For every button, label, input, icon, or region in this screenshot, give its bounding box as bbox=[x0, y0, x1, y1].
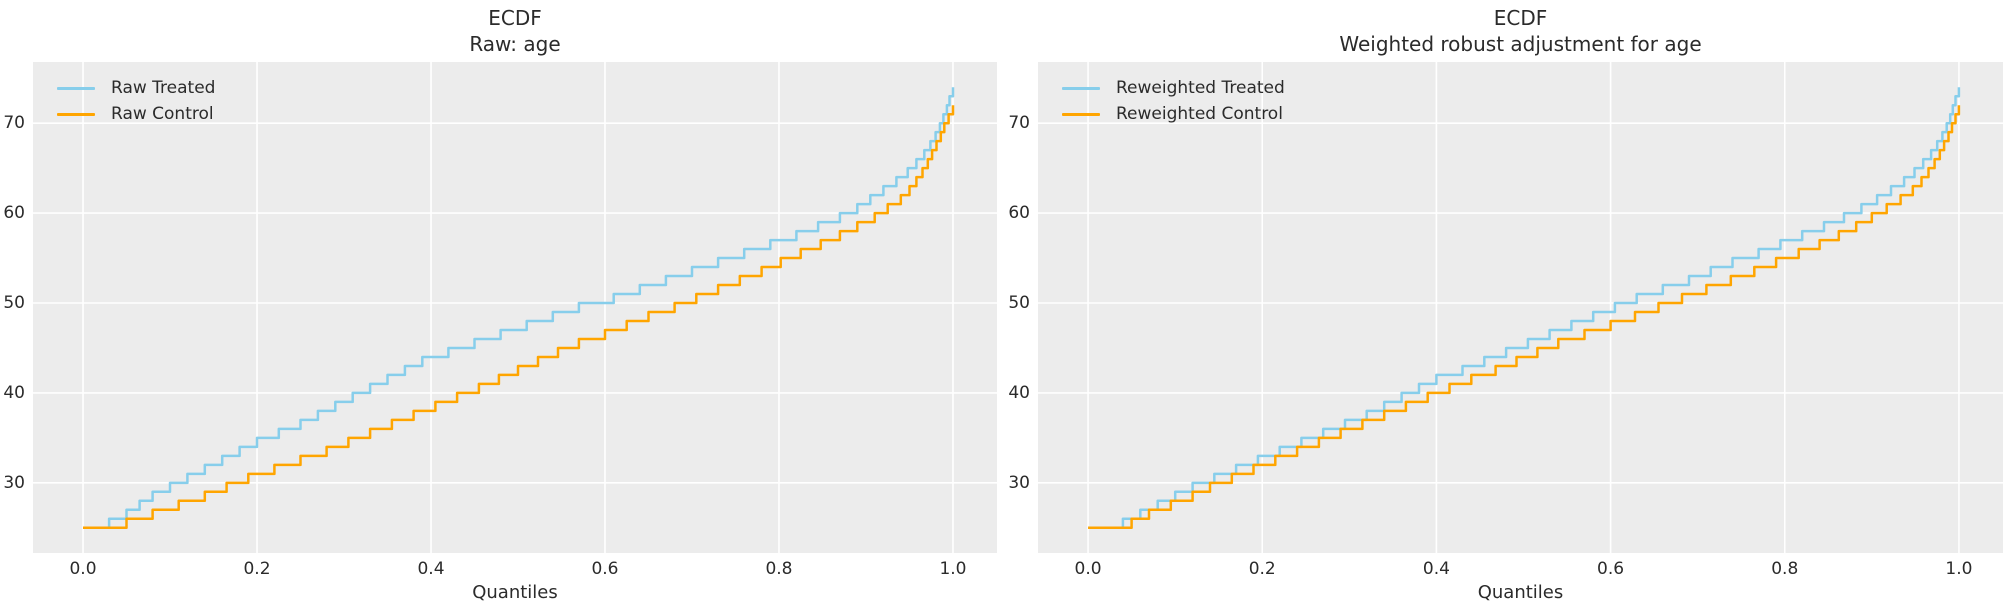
x-tick-label-0.2: 0.2 bbox=[243, 559, 271, 579]
x-tick-label-1.0: 1.0 bbox=[939, 559, 967, 579]
treated-line-swatch bbox=[57, 86, 95, 90]
treated-ecdf-line bbox=[1088, 87, 1961, 530]
y-tick-label-50: 50 bbox=[3, 293, 25, 313]
y-tick-label-70: 70 bbox=[3, 113, 25, 134]
legend-item-raw-control: Raw Control bbox=[57, 101, 215, 127]
control-ecdf-line bbox=[83, 105, 955, 530]
y-tick-label-60: 60 bbox=[3, 203, 25, 224]
x-tick-label-0.8: 0.8 bbox=[765, 559, 793, 579]
plot-area bbox=[1038, 62, 2003, 553]
legend-label-reweighted-treated: Reweighted Treated bbox=[1116, 78, 1285, 98]
control-line-swatch bbox=[57, 112, 95, 116]
x-tick-label-0.4: 0.4 bbox=[417, 559, 445, 579]
chart-title-weighted: ECDF Weighted robust adjustment for age bbox=[1038, 5, 2003, 57]
x-tick-label-0.6: 0.6 bbox=[591, 559, 619, 579]
chart-title-raw: ECDF Raw: age bbox=[33, 5, 997, 57]
y-tick-label-60: 60 bbox=[1008, 203, 1030, 224]
axes-weighted: Reweighted Treated Reweighted Control 30… bbox=[1008, 62, 2003, 579]
title-line-ecdf: ECDF bbox=[1493, 6, 1548, 30]
legend-label-raw-control: Raw Control bbox=[111, 104, 214, 124]
legend-item-raw-treated: Raw Treated bbox=[57, 75, 215, 101]
x-tick-label-0.0: 0.0 bbox=[1074, 559, 1102, 579]
y-tick-label-40: 40 bbox=[3, 382, 25, 403]
title-line-weighted-adjustment: Weighted robust adjustment for age bbox=[1339, 32, 1702, 56]
y-tick-label-40: 40 bbox=[1008, 382, 1030, 403]
plot-area bbox=[33, 62, 997, 553]
y-tick-label-30: 30 bbox=[3, 472, 25, 493]
gridlines bbox=[1038, 62, 2003, 553]
x-tick-label-0.6: 0.6 bbox=[1597, 559, 1625, 579]
x-axis-label-raw: Quantiles bbox=[472, 582, 558, 603]
treated-line-swatch bbox=[1062, 86, 1100, 90]
treated-ecdf-line bbox=[83, 87, 955, 530]
title-line-raw-age: Raw: age bbox=[469, 32, 561, 56]
x-tick-label-0.2: 0.2 bbox=[1248, 559, 1276, 579]
legend-item-reweighted-treated: Reweighted Treated bbox=[1062, 75, 1285, 101]
axes-raw: Raw Treated Raw Control 30 40 50 60 70 0.0 0.2… bbox=[3, 62, 997, 579]
y-tick-label-70: 70 bbox=[1008, 113, 1030, 134]
gridlines bbox=[33, 62, 997, 553]
x-axis-label-weighted: Quantiles bbox=[1477, 582, 1564, 603]
legend-weighted: Reweighted Treated Reweighted Control bbox=[1062, 75, 1285, 127]
x-tick-label-0.8: 0.8 bbox=[1771, 559, 1799, 579]
control-line-swatch bbox=[1062, 112, 1100, 116]
title-line-ecdf: ECDF bbox=[488, 6, 542, 30]
legend-item-reweighted-control: Reweighted Control bbox=[1062, 101, 1285, 127]
control-ecdf-line bbox=[1088, 105, 1961, 530]
x-tick-label-0.4: 0.4 bbox=[1422, 559, 1450, 579]
x-tick-label-1.0: 1.0 bbox=[1945, 559, 1973, 579]
y-tick-label-30: 30 bbox=[1008, 472, 1030, 493]
x-tick-label-0.0: 0.0 bbox=[69, 559, 97, 579]
legend-label-raw-treated: Raw Treated bbox=[111, 78, 216, 98]
legend-raw: Raw Treated Raw Control bbox=[57, 75, 215, 127]
y-tick-label-50: 50 bbox=[1008, 293, 1030, 313]
legend-label-reweighted-control: Reweighted Control bbox=[1116, 104, 1283, 124]
